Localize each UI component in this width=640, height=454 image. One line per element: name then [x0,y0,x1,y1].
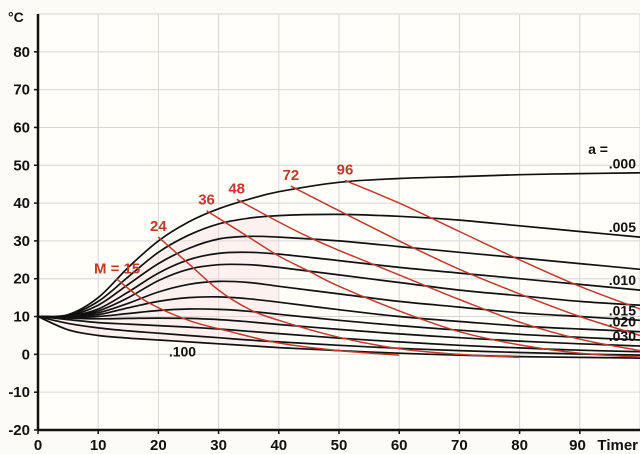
x-tick-label: 60 [391,437,408,454]
x-tick-label: 10 [90,437,107,454]
a-label-5: .015 [609,302,636,318]
x-tick-label: 90 [569,437,586,454]
a-label-3: .010 [609,272,636,288]
m-line-4 [290,185,640,337]
m-line-5 [344,179,640,310]
a-curve-6 [38,295,640,333]
m-label-5: 96 [337,161,354,178]
y-tick-label: -20 [8,422,30,439]
a-label-8: .030 [609,328,636,344]
m-lines [115,179,640,359]
m-label-1: 24 [150,218,167,235]
x-tick-label: 0 [34,437,42,454]
m-label-0: M = 15 [94,261,140,278]
x-tick-label: 20 [150,437,167,454]
y-tick-label: 60 [13,119,30,136]
y-tick-label: -10 [8,384,30,401]
x-tick-label: 40 [270,437,287,454]
m-line-3 [236,198,640,352]
a-label-100: .100 [169,343,196,359]
a-curve-5 [38,280,640,322]
m-label-4: 72 [282,167,299,184]
a-curve-9 [38,315,640,353]
a-header-label: a = [588,141,608,157]
y-tick-label: 40 [13,195,30,212]
a-curve-4 [38,263,640,318]
m-line-1 [157,236,520,359]
gridlines [38,13,640,430]
a-curve-7 [38,308,640,341]
a-curve-0 [38,171,640,318]
y-tick-label: 10 [13,309,30,326]
a-label-6: .020 [609,314,636,330]
y-tick-label: 80 [13,44,30,61]
y-tick-label: 0 [22,346,30,363]
x-tick-label: 80 [511,437,528,454]
y-tick-label: 70 [13,82,30,99]
y-unit-label: °C [8,9,24,25]
x-tick-label: 50 [331,437,348,454]
x-tick-label: 70 [451,437,468,454]
y-tick-label: 50 [13,157,30,174]
a-curves [38,171,640,359]
labels: -20 -10 0 10 20 30 40 50 60 70 80 °C 0 10 20 30 40 50 60 70… [8,9,638,454]
x-tick-label: 30 [210,437,227,454]
axes [34,14,640,434]
a-label-0: .000 [609,155,636,171]
m-line-0 [115,278,400,356]
y-tick-label: 30 [13,233,30,250]
x-unit-label: Timer [597,437,638,454]
a-curve-1 [38,213,640,318]
m-line-2 [206,210,640,358]
a-curve-10 [38,315,640,356]
y-tick-label: 20 [13,271,30,288]
a-curve-3 [38,251,640,318]
a-curve-8 [38,315,640,347]
m-label-2: 36 [198,192,215,209]
m-label-3: 48 [228,180,245,197]
a-label-1: .005 [609,219,636,235]
